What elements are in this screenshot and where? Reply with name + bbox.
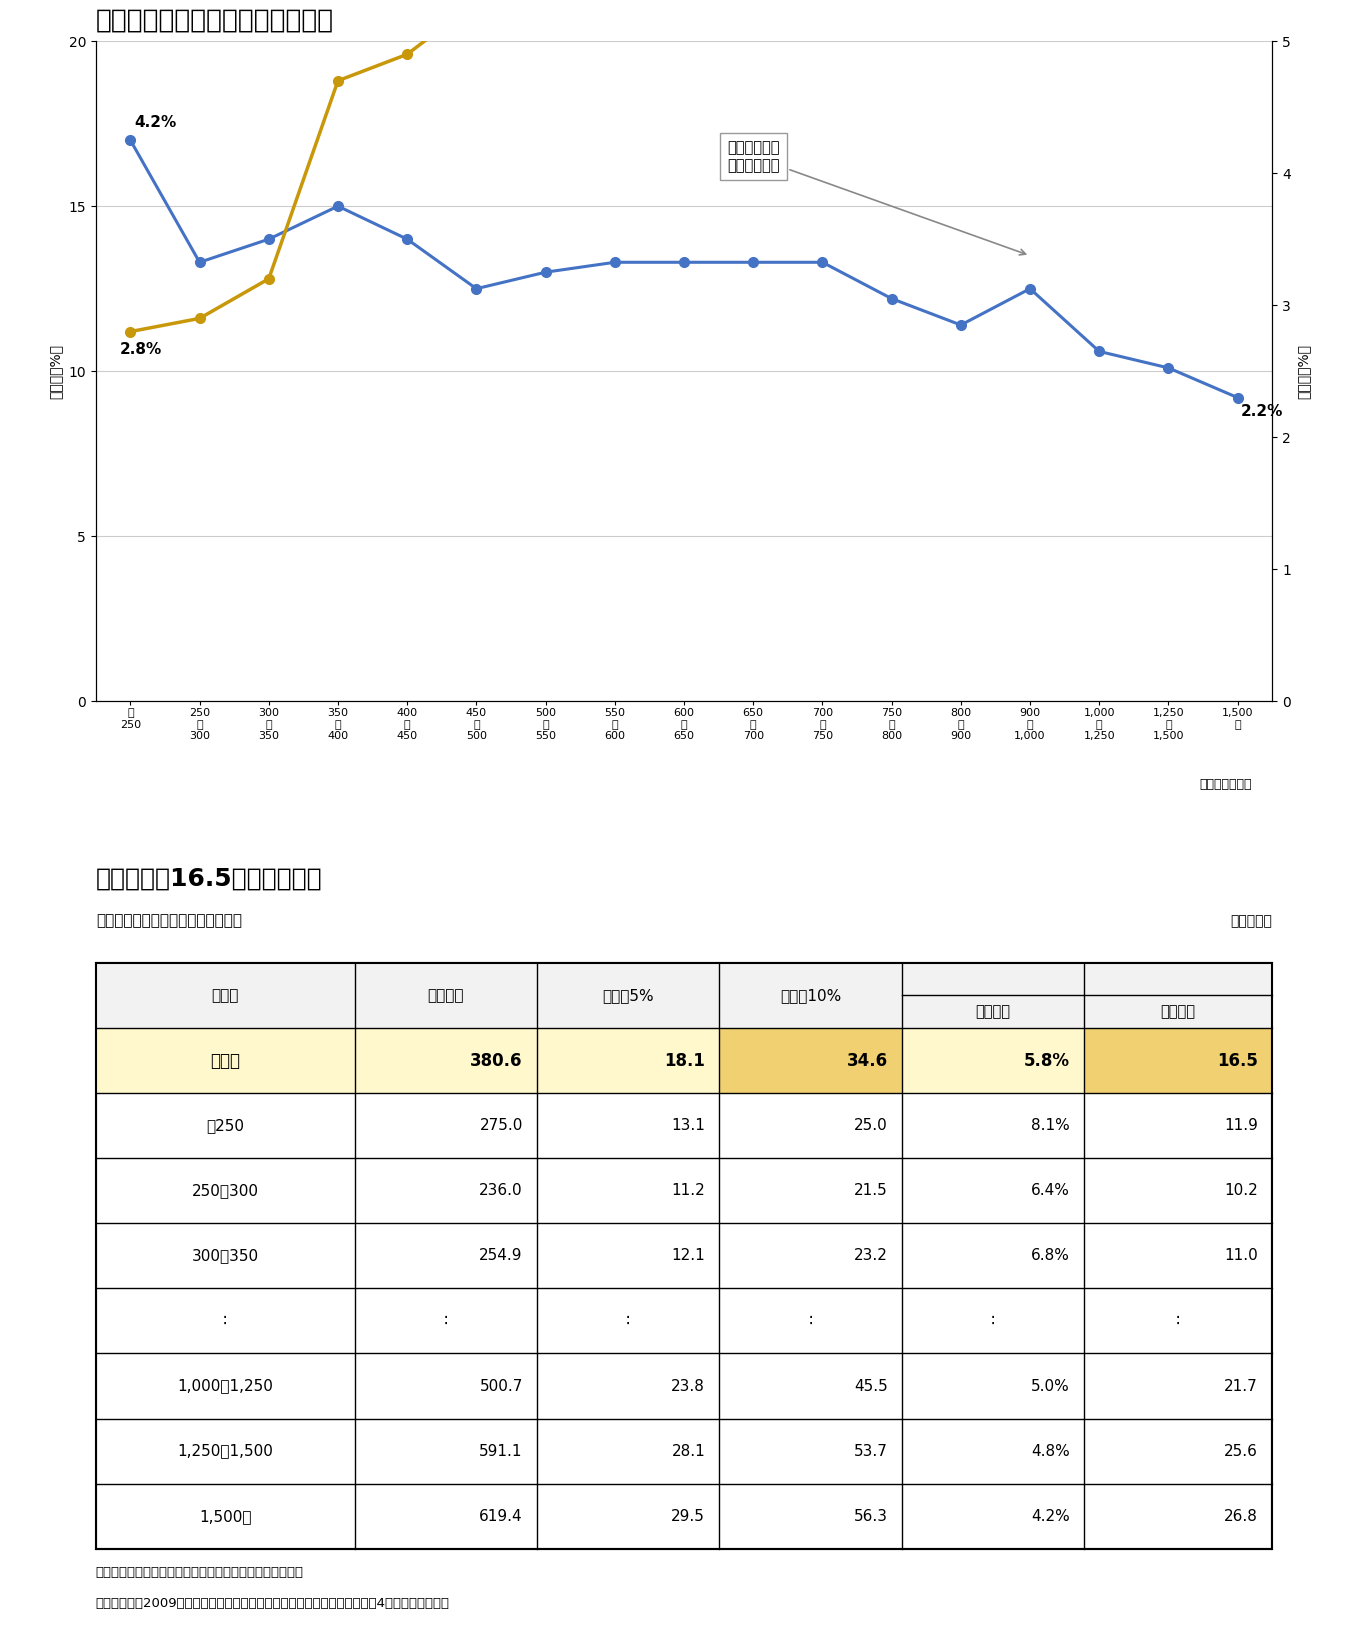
Text: 18.1: 18.1 xyxy=(665,1052,705,1070)
Text: 所得税の累進性と消費税の逆進性: 所得税の累進性と消費税の逆進性 xyxy=(96,7,334,33)
Bar xyxy=(96,963,1272,1028)
Text: （注）対象は2009年における「有業世帯主」「専業主婦」「子供二人」の4人家族勤労者世帯: （注）対象は2009年における「有業世帯主」「専業主婦」「子供二人」の4人家族勤… xyxy=(96,1598,450,1609)
Text: 28.1: 28.1 xyxy=(672,1443,705,1458)
Text: 消費税10%: 消費税10% xyxy=(780,988,841,1003)
Text: 単位：万円: 単位：万円 xyxy=(1230,914,1272,929)
Text: 16.5: 16.5 xyxy=(1218,1052,1259,1070)
Text: 619.4: 619.4 xyxy=(479,1509,523,1524)
Text: 591.1: 591.1 xyxy=(479,1443,523,1458)
Text: 〜250: 〜250 xyxy=(207,1118,244,1133)
Text: 45.5: 45.5 xyxy=(854,1379,888,1394)
Text: ∶: ∶ xyxy=(1176,1312,1181,1330)
Text: 消費支出: 消費支出 xyxy=(428,988,464,1003)
Text: 23.8: 23.8 xyxy=(672,1379,705,1394)
Text: 300〜350: 300〜350 xyxy=(192,1248,259,1263)
Text: 平　均: 平 均 xyxy=(211,1052,241,1070)
Text: 11.9: 11.9 xyxy=(1224,1118,1259,1133)
Bar xyxy=(720,1028,902,1093)
Text: 275.0: 275.0 xyxy=(479,1118,523,1133)
Text: 13.1: 13.1 xyxy=(672,1118,705,1133)
Bar xyxy=(1083,1028,1272,1093)
Text: 34.6: 34.6 xyxy=(847,1052,888,1070)
Text: 5.8%: 5.8% xyxy=(1023,1052,1070,1070)
Text: 29.5: 29.5 xyxy=(672,1509,705,1524)
Text: 250〜300: 250〜300 xyxy=(192,1184,259,1198)
Text: 4.8%: 4.8% xyxy=(1031,1443,1070,1458)
Text: 4.2%: 4.2% xyxy=(134,115,176,130)
Text: 収入対比: 収入対比 xyxy=(975,1004,1011,1019)
Y-axis label: （消費税%）: （消費税%） xyxy=(1297,344,1311,399)
Text: 消費税5%: 消費税5% xyxy=(602,988,654,1003)
Text: 12.1: 12.1 xyxy=(672,1248,705,1263)
Y-axis label: （直接税%）: （直接税%） xyxy=(49,344,63,399)
Text: 23.2: 23.2 xyxy=(854,1248,888,1263)
Text: 平均年収で16.5万円の負担増: 平均年収で16.5万円の負担増 xyxy=(96,866,323,889)
Text: 236.0: 236.0 xyxy=(479,1184,523,1198)
Text: （出所）総務省「家計調査」より第一生命経済研究所作成: （出所）総務省「家計調査」より第一生命経済研究所作成 xyxy=(96,1567,304,1578)
Text: 21.5: 21.5 xyxy=(854,1184,888,1198)
Text: ∶: ∶ xyxy=(627,1312,631,1330)
Text: 25.0: 25.0 xyxy=(854,1118,888,1133)
Text: 1,250〜1,500: 1,250〜1,500 xyxy=(178,1443,274,1458)
Text: ∶: ∶ xyxy=(443,1312,447,1330)
Text: 26.8: 26.8 xyxy=(1224,1509,1259,1524)
Text: 負担増額: 負担増額 xyxy=(1160,1004,1196,1019)
Text: 6.4%: 6.4% xyxy=(1031,1184,1070,1198)
Text: ∶: ∶ xyxy=(223,1312,227,1330)
Text: 8.1%: 8.1% xyxy=(1031,1118,1070,1133)
Text: 21.7: 21.7 xyxy=(1224,1379,1259,1394)
Text: 収入に占める
消費税の割合: 収入に占める 消費税の割合 xyxy=(726,140,1026,255)
Text: 4.2%: 4.2% xyxy=(1031,1509,1070,1524)
Text: 500.7: 500.7 xyxy=(479,1379,523,1394)
Text: 380.6: 380.6 xyxy=(471,1052,523,1070)
Text: 10.2: 10.2 xyxy=(1224,1184,1259,1198)
Bar xyxy=(96,963,1272,1549)
Text: （年収：万円）: （年収：万円） xyxy=(1200,778,1252,791)
Text: 1,000〜1,250: 1,000〜1,250 xyxy=(178,1379,274,1394)
Text: ∶: ∶ xyxy=(808,1312,813,1330)
Text: 11.2: 11.2 xyxy=(672,1184,705,1198)
Text: 1,500〜: 1,500〜 xyxy=(198,1509,252,1524)
Text: 25.6: 25.6 xyxy=(1224,1443,1259,1458)
Text: 2.8%: 2.8% xyxy=(120,342,163,357)
Text: 5.0%: 5.0% xyxy=(1031,1379,1070,1394)
Text: （年収別世帯あたりの消費税負担）: （年収別世帯あたりの消費税負担） xyxy=(96,914,242,929)
Text: 53.7: 53.7 xyxy=(854,1443,888,1458)
Bar xyxy=(96,1028,1272,1093)
Text: 年　収: 年 収 xyxy=(212,988,239,1003)
Text: ∶: ∶ xyxy=(990,1312,995,1330)
Text: 2.2%: 2.2% xyxy=(1241,404,1283,419)
Text: 6.8%: 6.8% xyxy=(1031,1248,1070,1263)
Text: 56.3: 56.3 xyxy=(854,1509,888,1524)
Text: 11.0: 11.0 xyxy=(1224,1248,1259,1263)
Text: 254.9: 254.9 xyxy=(479,1248,523,1263)
